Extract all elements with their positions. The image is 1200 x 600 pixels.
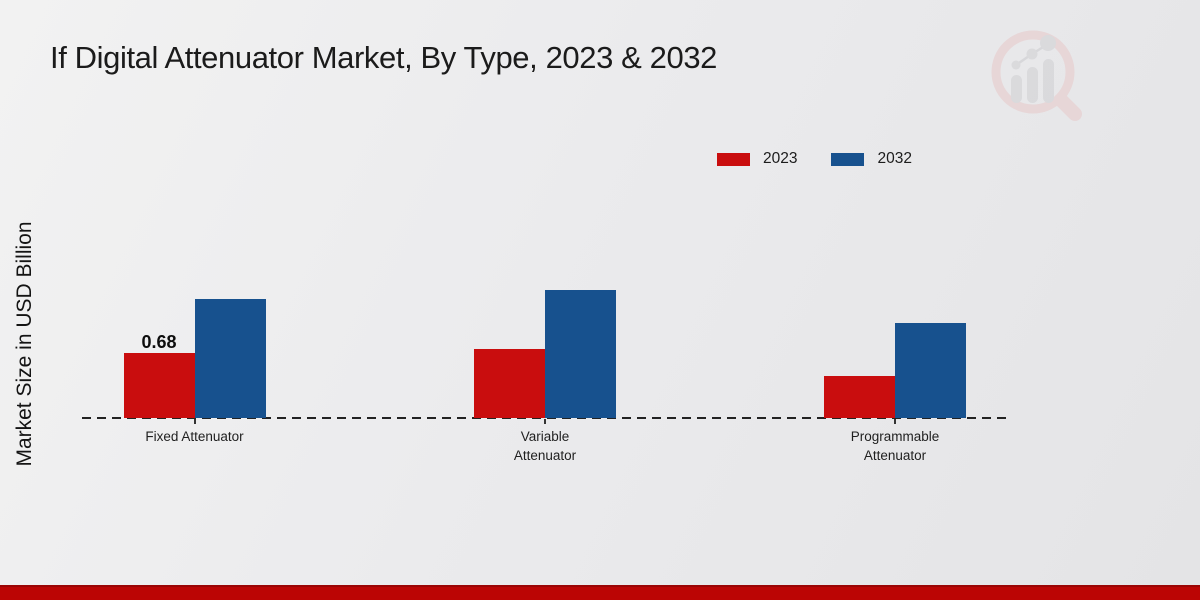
- legend: 2023 2032: [717, 150, 912, 168]
- x-axis-baseline: [82, 417, 1007, 419]
- logo-dot-3: [1040, 35, 1056, 51]
- y-axis-label: Market Size in USD Billion: [13, 221, 36, 467]
- bar-2023-variable-attenuator: [474, 349, 545, 418]
- chart-title: If Digital Attenuator Market, By Type, 2…: [50, 40, 717, 75]
- legend-label-2023: 2023: [763, 150, 798, 167]
- bar-2032-programmable-attenuator: [895, 323, 966, 418]
- x-axis-tick-variable-attenuator: [544, 419, 546, 424]
- legend-label-2032: 2032: [877, 150, 912, 167]
- brand-logo-watermark: [991, 30, 1082, 121]
- logo-bar-3: [1043, 59, 1054, 103]
- legend-swatch-2032: [831, 152, 865, 166]
- bar-2023-fixed-attenuator: [123, 353, 195, 418]
- magnifier-handle-icon: [1054, 93, 1082, 121]
- logo-bar-2: [1027, 67, 1038, 103]
- logo-bar-1: [1011, 75, 1022, 103]
- bar-value-label-2023-fixed-attenuator: 0.68: [141, 332, 177, 352]
- legend-item-2032: 2032: [831, 150, 912, 168]
- logo-dot-2: [1026, 48, 1038, 60]
- x-axis-tick-fixed-attenuator: [193, 419, 196, 424]
- bar-2032-fixed-attenuator: [194, 299, 266, 418]
- category-label-variable-attenuator: Variable Attenuator: [513, 429, 577, 463]
- logo-dot-1: [1011, 60, 1021, 70]
- magnifier-lens-icon: [991, 30, 1075, 114]
- category-label-fixed-attenuator: Fixed Attenuator: [145, 429, 244, 444]
- category-label-programmable-attenuator: Programmable Attenuator: [850, 429, 940, 463]
- x-axis-tick-programmable-attenuator: [894, 419, 896, 424]
- bar-2032-variable-attenuator: [545, 290, 616, 418]
- footer-accent-band: [0, 585, 1200, 600]
- bar-2023-programmable-attenuator: [824, 376, 895, 418]
- legend-item-2023: 2023: [717, 150, 797, 168]
- legend-swatch-2023: [717, 152, 750, 166]
